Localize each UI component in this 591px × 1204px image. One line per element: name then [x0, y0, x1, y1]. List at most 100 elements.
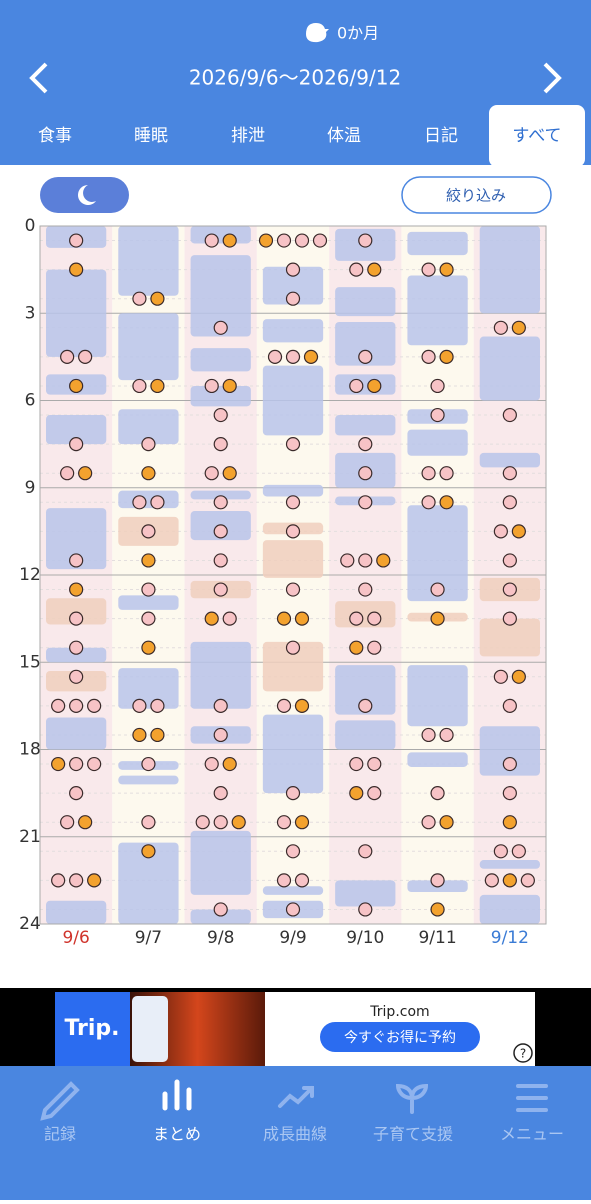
event-dot [367, 640, 382, 655]
event-dot [421, 262, 436, 277]
event-dot [430, 582, 445, 597]
sleep-block [190, 348, 251, 372]
event-dot [276, 698, 292, 713]
sleep-block [46, 647, 107, 663]
event-dot [340, 553, 355, 568]
event-dot [141, 844, 156, 859]
event-dot [141, 582, 156, 597]
event-dot [78, 466, 93, 481]
ad-info[interactable] [513, 1043, 533, 1063]
event-dot [358, 233, 373, 248]
event-dot [69, 233, 84, 248]
event-dot [132, 378, 147, 394]
event-dot [511, 844, 526, 859]
sleep-block [46, 508, 107, 570]
event-dot [60, 815, 75, 830]
event-dot [367, 262, 382, 277]
event-dot [87, 698, 102, 713]
event-dot [367, 611, 382, 626]
nav-label[interactable]: メニュー [500, 1125, 564, 1144]
nav-bg [0, 1066, 591, 1200]
event-dot [150, 291, 165, 306]
event-dot [69, 640, 84, 655]
sleep-block [46, 717, 107, 750]
event-dot [222, 466, 237, 481]
event-dot [213, 786, 228, 801]
event-dot [69, 756, 84, 772]
event-dot [150, 378, 165, 394]
ad-logo: Trip. [64, 1016, 119, 1041]
sleep-block [190, 909, 251, 924]
sleep-block [118, 490, 179, 509]
event-dot [132, 698, 147, 713]
event-dot [285, 902, 301, 917]
ad-logo-bg[interactable] [55, 992, 130, 1066]
next-week[interactable] [543, 62, 562, 94]
sleep-block [479, 894, 540, 924]
tab[interactable]: 日記 [424, 126, 458, 146]
event-dot [421, 466, 436, 481]
nav-label[interactable]: 記録 [44, 1125, 76, 1144]
sleep-block [335, 287, 396, 317]
event-dot [69, 698, 84, 713]
event-dot [213, 815, 228, 830]
event-dot [69, 378, 84, 394]
ad-brand: Trip.com [369, 1004, 429, 1020]
sleep-block [46, 269, 107, 357]
tab[interactable]: 睡眠 [134, 126, 168, 146]
event-dot [132, 727, 147, 743]
event-dot [502, 786, 517, 801]
event-dot [493, 669, 508, 684]
event-dot [285, 291, 301, 306]
event-dot [204, 756, 219, 772]
event-dot [493, 320, 508, 335]
event-dot [69, 611, 84, 626]
event-dot [132, 495, 147, 510]
event-dot [204, 378, 219, 394]
event-dot [213, 727, 228, 743]
tab[interactable]: 排泄 [231, 126, 265, 146]
y-tick-label: 12 [19, 565, 41, 585]
event-dot [87, 873, 102, 888]
event-dot [358, 582, 373, 597]
event-dot [276, 611, 292, 626]
sleep-block [335, 374, 396, 395]
event-dot [69, 582, 84, 597]
sleep-block [190, 226, 251, 244]
event-dot [60, 466, 75, 481]
sleep-block [118, 668, 179, 709]
event-dot [349, 611, 364, 626]
nav-label[interactable]: 成長曲線 [263, 1125, 327, 1144]
event-dot [51, 698, 66, 713]
event-dot [141, 756, 156, 772]
event-dot [69, 437, 84, 452]
event-dot [141, 611, 156, 626]
filter-button[interactable] [401, 176, 552, 214]
event-dot [69, 873, 84, 888]
date-range: 2026/9/6〜2026/9/12 [189, 66, 401, 90]
nav-label[interactable]: まとめ [153, 1125, 201, 1144]
event-dot [51, 756, 66, 772]
event-dot [276, 233, 292, 248]
y-tick-label: 21 [19, 827, 41, 847]
event-dot [141, 466, 156, 481]
event-dot [502, 407, 517, 423]
event-dot [213, 698, 228, 713]
event-dot [69, 262, 84, 277]
event-dot [439, 727, 454, 743]
filter-label: 絞り込み [446, 187, 506, 205]
tab[interactable]: 体温 [327, 126, 361, 146]
event-dot [367, 378, 382, 394]
sleep-block [335, 665, 396, 715]
sleep-toggle[interactable] [40, 177, 129, 213]
sleep-block [190, 641, 251, 709]
day-label: 9/10 [346, 928, 384, 948]
nav-label[interactable]: 子育て支援 [373, 1125, 453, 1144]
event-dot [439, 495, 454, 510]
tab[interactable]: すべて [512, 126, 561, 146]
ad-cta-button[interactable] [320, 1022, 480, 1052]
prev-week[interactable] [29, 62, 48, 94]
event-dot [285, 582, 301, 597]
tab[interactable]: 食事 [38, 126, 72, 146]
